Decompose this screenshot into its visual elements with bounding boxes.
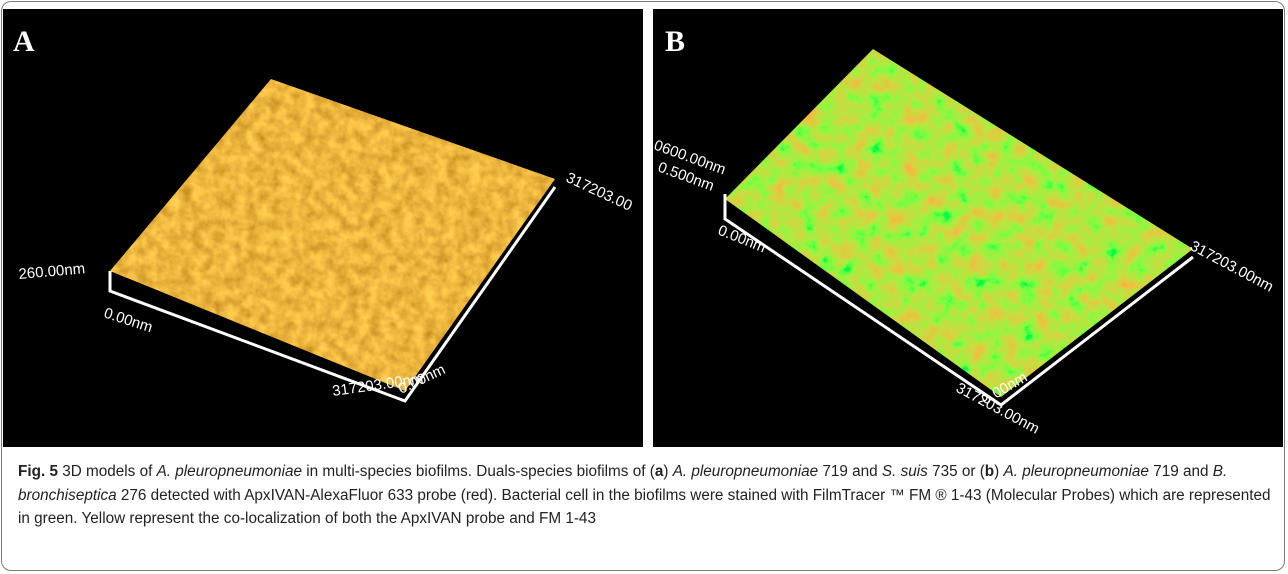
surface-view: A 260.00nm 0.00nm 317203.00nm 0.00nm 317… bbox=[3, 9, 643, 447]
caption-run: in multi-species biofilms. Duals-species… bbox=[302, 463, 655, 480]
axis-label: 0.00nm bbox=[716, 222, 769, 257]
caption-run: 276 detected with ApxIVAN-AlexaFluor 633… bbox=[18, 487, 1271, 528]
axis-label: 317203.00nm bbox=[1187, 238, 1276, 296]
panel-label: A bbox=[13, 25, 35, 58]
caption-run: 719 and bbox=[1149, 463, 1213, 480]
caption-run: A. pleuropneumoniae bbox=[157, 463, 302, 480]
page: {"figure": { "panels": [ {"label": "A", … bbox=[0, 0, 1288, 574]
caption-run: ) bbox=[663, 463, 672, 480]
caption-run: A. pleuropneumoniae bbox=[673, 463, 818, 480]
caption-run: ) bbox=[994, 463, 1003, 480]
caption-run: 719 and bbox=[818, 463, 882, 480]
caption-run: A. pleuropneumoniae bbox=[1004, 463, 1149, 480]
biofilm-surface bbox=[110, 79, 555, 391]
axis-label: 0.00nm bbox=[102, 305, 155, 337]
caption-run: S. suis bbox=[882, 463, 928, 480]
caption-run: Fig. 5 bbox=[18, 463, 58, 480]
axis-label: 260.00nm bbox=[18, 260, 86, 283]
caption-run: 735 or ( bbox=[928, 463, 985, 480]
axis-label: 317203.00 bbox=[563, 169, 634, 214]
caption-run: b bbox=[985, 463, 994, 480]
panel: B 0600.00nm 0.500nm 0.00nm 317203.00nm 3… bbox=[653, 9, 1283, 447]
surface-view: B 0600.00nm 0.500nm 0.00nm 317203.00nm 3… bbox=[653, 9, 1283, 447]
caption-run: 3D models of bbox=[58, 463, 157, 480]
panel: A 260.00nm 0.00nm 317203.00nm 0.00nm 317… bbox=[3, 9, 643, 447]
figure-caption: Fig. 5 3D models of A. pleuropneumoniae … bbox=[18, 460, 1276, 531]
biofilm-surface bbox=[725, 49, 1193, 397]
panel-label: B bbox=[665, 25, 685, 58]
